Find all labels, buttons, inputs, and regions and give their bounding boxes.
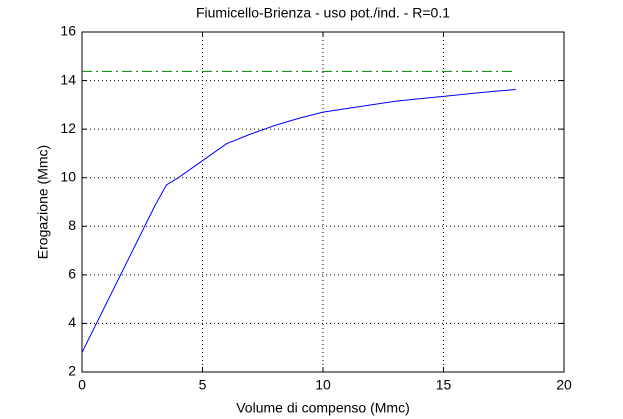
y-axis-label: Erogazione (Mmc) [35, 145, 51, 259]
y-tick-label: 8 [68, 217, 76, 233]
y-tick-label: 4 [68, 314, 76, 330]
plot-frame [81, 31, 565, 373]
y-tick-label: 2 [68, 363, 76, 379]
x-tick-label: 10 [315, 377, 331, 393]
y-tick-label: 14 [60, 71, 76, 87]
x-tick-label: 15 [436, 377, 452, 393]
y-tick-label: 16 [60, 23, 76, 39]
x-tick-label: 20 [556, 377, 572, 393]
x-tick-label: 5 [199, 377, 207, 393]
y-tick-label: 12 [60, 120, 76, 136]
data-line [81, 89, 516, 353]
chart-title: Fiumicello-Brienza - uso pot./ind. - R=0… [196, 5, 450, 21]
x-axis-label: Volume di compenso (Mmc) [236, 400, 410, 416]
x-tick-label: 0 [78, 377, 86, 393]
y-tick-label: 10 [60, 168, 76, 184]
y-tick-label: 6 [68, 266, 76, 282]
